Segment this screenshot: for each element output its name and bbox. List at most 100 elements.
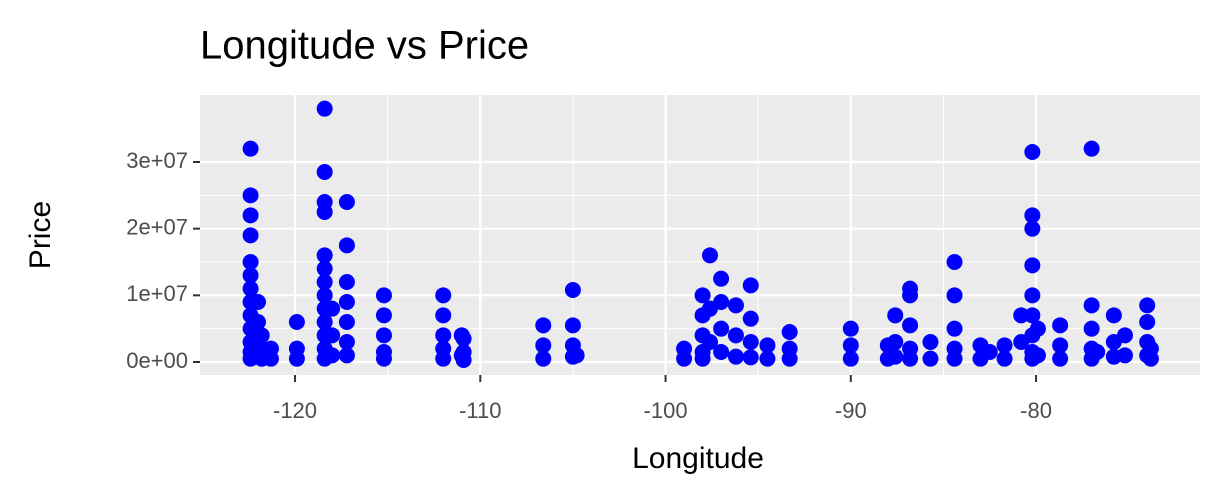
point <box>535 337 552 354</box>
y-tick-label: 1e+07 <box>126 281 188 306</box>
point <box>742 277 759 294</box>
y-tick-label: 0e+00 <box>126 348 188 373</box>
point <box>338 237 355 254</box>
point <box>338 274 355 290</box>
point <box>713 320 730 337</box>
point <box>316 274 333 290</box>
point <box>242 280 259 297</box>
point <box>316 247 333 264</box>
point <box>727 327 744 344</box>
point <box>981 344 998 360</box>
point <box>1024 287 1041 304</box>
point <box>1029 320 1046 337</box>
point <box>946 320 963 337</box>
point <box>1139 297 1156 314</box>
point <box>338 314 355 330</box>
point <box>262 350 279 367</box>
point <box>324 300 341 317</box>
point <box>375 327 392 344</box>
point <box>1142 350 1159 367</box>
point <box>759 350 776 367</box>
point <box>316 314 333 330</box>
point <box>316 164 333 180</box>
point <box>713 294 730 310</box>
point <box>1105 307 1122 324</box>
point <box>316 100 333 117</box>
point <box>316 204 333 220</box>
point <box>694 350 711 367</box>
point <box>338 294 355 310</box>
y-tick-label: 3e+07 <box>126 148 188 173</box>
point <box>455 330 472 347</box>
point <box>242 207 259 224</box>
point <box>324 347 341 364</box>
point <box>694 287 711 304</box>
point <box>842 320 859 337</box>
x-tick-label: -90 <box>835 398 867 423</box>
point <box>922 350 939 367</box>
point <box>1116 327 1133 344</box>
point <box>242 187 259 204</box>
point <box>288 314 305 330</box>
point <box>338 347 355 364</box>
chart-title: Longitude vs Price <box>200 24 529 68</box>
point <box>887 348 904 365</box>
point <box>1139 314 1156 330</box>
point <box>1083 320 1100 337</box>
point <box>727 297 744 314</box>
point <box>1024 144 1041 160</box>
point <box>1024 307 1041 324</box>
point <box>713 270 730 287</box>
point <box>242 267 259 284</box>
point <box>375 350 392 367</box>
point <box>375 307 392 324</box>
point <box>1052 350 1069 367</box>
point <box>435 350 452 367</box>
point <box>316 260 333 277</box>
point <box>902 287 919 304</box>
point <box>742 334 759 350</box>
point <box>338 334 355 350</box>
point <box>249 294 266 310</box>
point <box>242 254 259 270</box>
point <box>781 350 798 367</box>
x-tick-label: -120 <box>273 398 317 423</box>
point <box>946 350 963 367</box>
point <box>338 194 355 210</box>
point <box>676 350 693 367</box>
point <box>1029 347 1046 364</box>
point <box>996 350 1013 367</box>
point <box>1024 207 1041 224</box>
point <box>1083 140 1100 157</box>
point <box>842 337 859 354</box>
point <box>902 350 919 367</box>
point <box>375 287 392 304</box>
point <box>435 327 452 344</box>
y-axis-title: Price <box>24 201 57 269</box>
point <box>887 334 904 350</box>
point <box>887 307 904 324</box>
point <box>713 344 730 360</box>
point <box>535 350 552 367</box>
point <box>242 227 259 244</box>
point <box>842 350 859 367</box>
point <box>1013 307 1030 324</box>
point <box>727 348 744 365</box>
point <box>742 310 759 327</box>
point <box>1052 337 1069 354</box>
point <box>742 349 759 366</box>
point <box>1083 297 1100 314</box>
point <box>946 254 963 270</box>
point <box>242 140 259 157</box>
x-axis-title: Longitude <box>632 442 764 475</box>
point <box>455 352 472 368</box>
point <box>435 287 452 304</box>
point <box>759 337 776 354</box>
point <box>702 334 719 350</box>
point <box>1024 257 1041 274</box>
y-tick-label: 2e+07 <box>126 214 188 239</box>
point <box>922 334 939 350</box>
point <box>564 317 581 334</box>
